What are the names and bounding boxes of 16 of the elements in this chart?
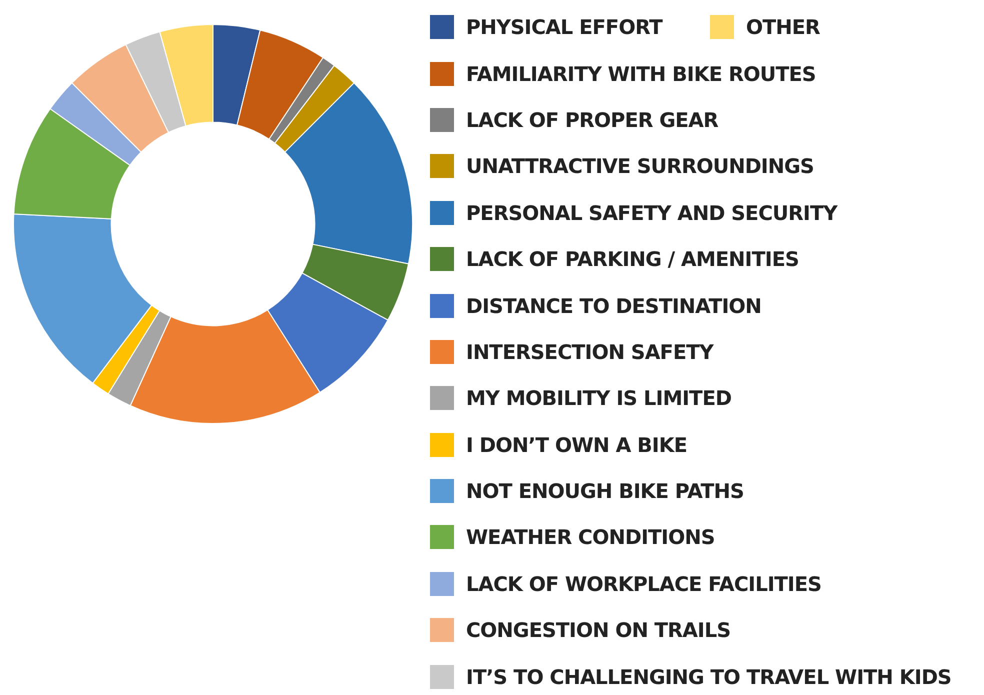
legend-label: MY MOBILITY IS LIMITED bbox=[466, 386, 732, 410]
legend-label: WEATHER CONDITIONS bbox=[466, 525, 715, 550]
legend-label: FAMILIARITY WITH BIKE ROUTES bbox=[466, 62, 816, 86]
legend-label: LACK OF WORKPLACE FACILITIES bbox=[466, 572, 822, 596]
legend-label: CONGESTION ON TRAILS bbox=[466, 618, 731, 642]
legend-label: INTERSECTION SAFETY bbox=[466, 340, 714, 364]
legend-label: NOT ENOUGH BIKE PATHS bbox=[466, 479, 744, 504]
legend-label: OTHER bbox=[746, 15, 820, 40]
legend-label: UNATTRACTIVE SURROUNDINGS bbox=[466, 154, 814, 178]
legend-label: I DON’T OWN A BIKE bbox=[466, 432, 687, 457]
legend-label: LACK OF PROPER GEAR bbox=[466, 108, 718, 132]
legend-label: DISTANCE TO DESTINATION bbox=[466, 294, 762, 318]
legend-label: IT’S TO CHALLENGING TO TRAVEL WITH KIDS bbox=[466, 664, 952, 689]
legend-label: LACK OF PARKING / AMENITIES bbox=[466, 247, 799, 272]
legend-label: PERSONAL SAFETY AND SECURITY bbox=[466, 200, 838, 225]
legend-label: PHYSICAL EFFORT bbox=[466, 15, 662, 40]
